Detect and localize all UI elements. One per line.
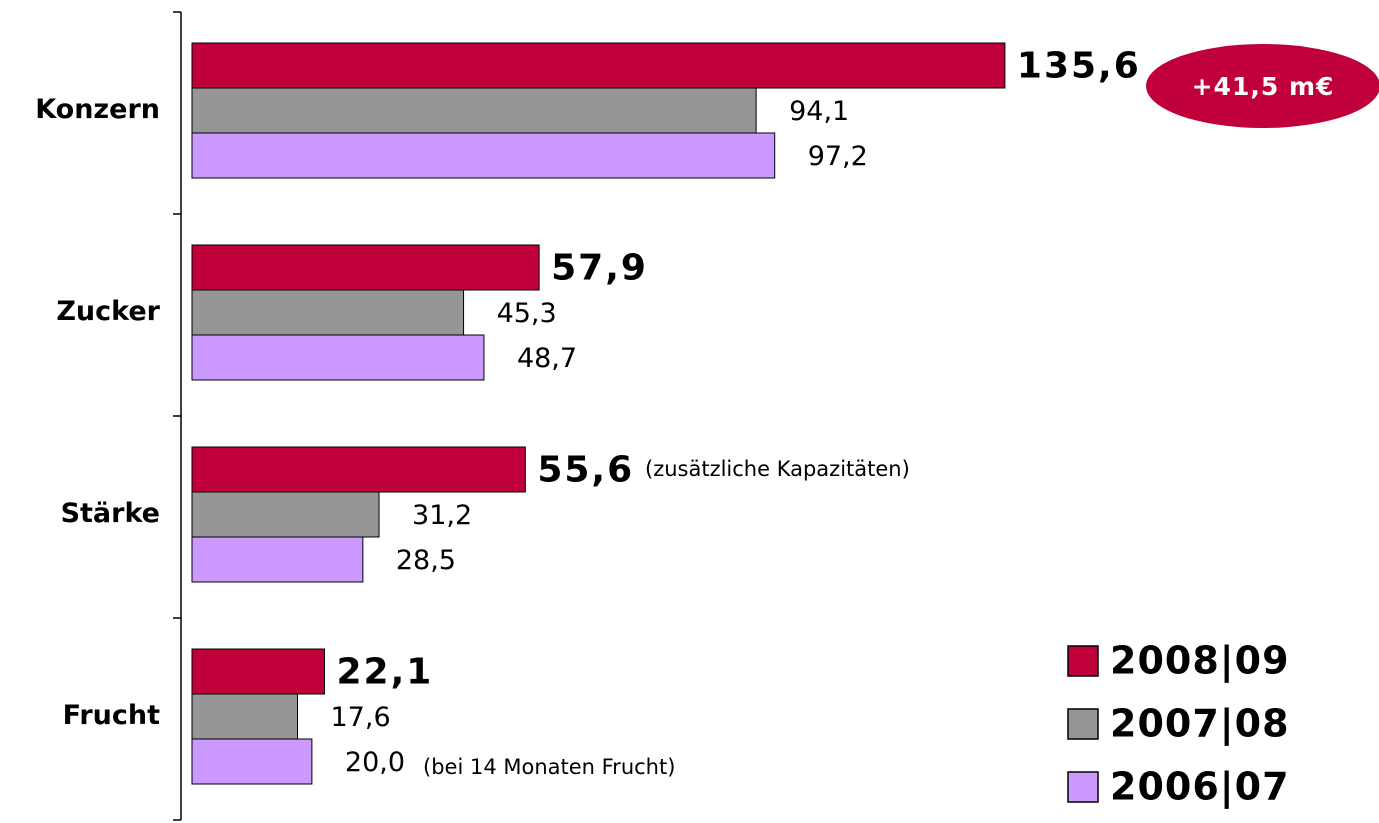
bar [191,693,299,740]
category-label: Frucht [63,700,160,731]
data-label: 48,7 [517,343,577,374]
annotation-badge [1146,44,1379,128]
data-label: 97,2 [808,141,868,172]
data-label: 135,6 [1017,46,1141,87]
bar [191,536,364,583]
data-label: 20,0 [345,747,405,778]
data-label: 57,9 [551,248,648,289]
category-label: Konzern [35,94,160,125]
data-label: 28,5 [396,545,456,576]
data-label: 94,1 [789,96,849,127]
bar [191,132,776,179]
data-label: 45,3 [497,298,557,329]
annotation: +41,5 m€ [1192,72,1335,101]
legend-label: 2006|07 [1110,765,1290,810]
bar [191,648,325,695]
annotation: (zusätzliche Kapazitäten) [645,457,910,481]
data-label: 31,2 [412,500,472,531]
category-label: Stärke [61,498,160,529]
bar [191,87,757,134]
bar [191,334,485,381]
bar [191,491,380,538]
bar [191,289,465,336]
bar [191,42,1006,89]
data-label: 22,1 [336,652,433,693]
bar [191,738,313,785]
legend-swatch [1067,771,1099,803]
legend-swatch [1067,708,1099,740]
bar [191,244,540,291]
bar [191,446,526,493]
legend-swatch [1067,645,1099,677]
annotation: (bei 14 Monaten Frucht) [423,755,675,779]
data-label: 55,6 [537,450,634,491]
legend-label: 2008|09 [1110,639,1290,684]
data-label: 17,6 [331,702,391,733]
category-label: Zucker [56,296,160,327]
legend-label: 2007|08 [1110,702,1290,747]
